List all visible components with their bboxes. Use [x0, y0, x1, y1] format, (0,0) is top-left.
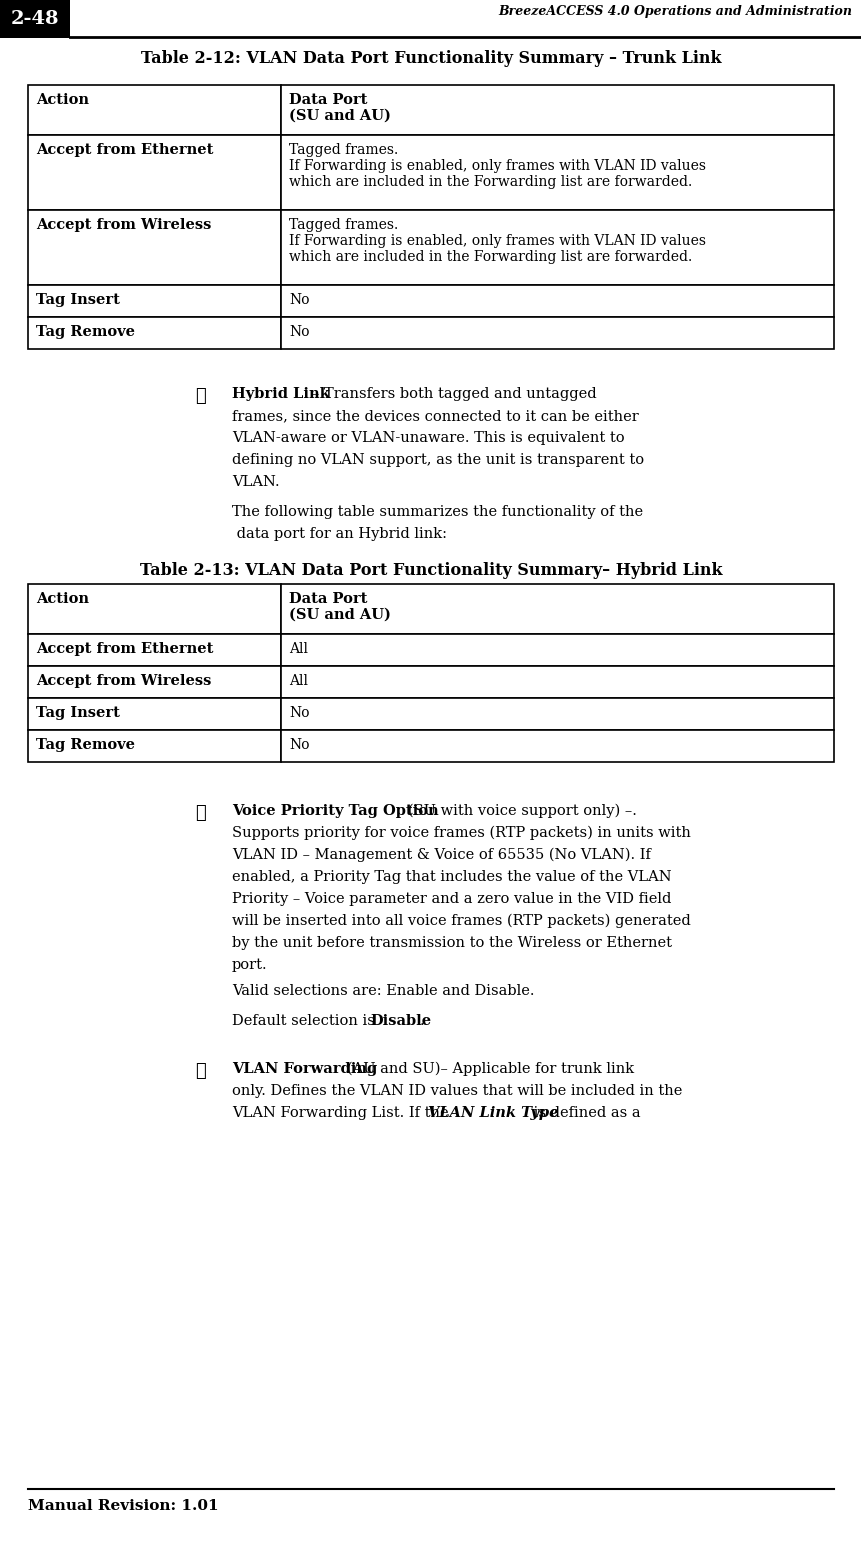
Text: The following table summarizes the functionality of the: The following table summarizes the funct… [232, 504, 642, 518]
Text: Tagged frames.: Tagged frames. [288, 218, 398, 232]
Text: (SU and AU): (SU and AU) [288, 608, 390, 622]
Text: All: All [288, 674, 307, 688]
Text: Accept from Ethernet: Accept from Ethernet [36, 142, 214, 156]
Text: No: No [288, 705, 309, 719]
Text: Tag Remove: Tag Remove [36, 325, 135, 339]
Text: Table 2-12: VLAN Data Port Functionality Summary – Trunk Link: Table 2-12: VLAN Data Port Functionality… [140, 50, 721, 67]
Text: data port for an Hybrid link:: data port for an Hybrid link: [232, 528, 447, 541]
Bar [281, 135, 833, 210]
Bar [281, 317, 833, 350]
Text: enabled, a Priority Tag that includes the value of the VLAN: enabled, a Priority Tag that includes th… [232, 869, 671, 883]
Text: Action: Action [36, 93, 89, 107]
Text: VLAN Link Type: VLAN Link Type [428, 1106, 558, 1120]
Bar [28, 634, 281, 667]
Bar [28, 85, 281, 135]
Bar [28, 210, 281, 285]
Text: If Forwarding is enabled, only frames with VLAN ID values: If Forwarding is enabled, only frames wi… [288, 159, 705, 173]
Text: Table 2-13: VLAN Data Port Functionality Summary– Hybrid Link: Table 2-13: VLAN Data Port Functionality… [139, 562, 722, 579]
Text: (AU and SU)– Applicable for trunk link: (AU and SU)– Applicable for trunk link [347, 1061, 634, 1077]
Bar [281, 585, 833, 634]
Bar [28, 317, 281, 350]
Text: Accept from Wireless: Accept from Wireless [36, 674, 211, 688]
Text: VLAN ID – Management & Voice of 65535 (No VLAN). If: VLAN ID – Management & Voice of 65535 (N… [232, 848, 650, 862]
Text: BreezeACCESS 4.0 Operations and Administration: BreezeACCESS 4.0 Operations and Administ… [498, 5, 851, 19]
Text: ❖: ❖ [195, 804, 206, 821]
Text: port.: port. [232, 958, 267, 972]
Text: No: No [288, 325, 309, 339]
Text: VLAN-aware or VLAN-unaware. This is equivalent to: VLAN-aware or VLAN-unaware. This is equi… [232, 432, 624, 446]
Text: Voice Priority Tag Option: Voice Priority Tag Option [232, 804, 438, 818]
Text: No: No [288, 738, 309, 752]
Text: Tag Remove: Tag Remove [36, 738, 135, 752]
Text: VLAN Forwarding List. If the: VLAN Forwarding List. If the [232, 1106, 453, 1120]
Bar [28, 730, 281, 763]
Bar [28, 698, 281, 730]
Text: Data Port: Data Port [288, 593, 367, 606]
Bar [281, 285, 833, 317]
Text: Manual Revision: 1.01: Manual Revision: 1.01 [28, 1499, 219, 1513]
Text: VLAN Forwarding: VLAN Forwarding [232, 1061, 377, 1077]
Text: Accept from Ethernet: Accept from Ethernet [36, 642, 214, 656]
Bar [0, 0, 70, 39]
Text: Tag Insert: Tag Insert [36, 705, 120, 719]
Bar [281, 634, 833, 667]
Bar [281, 85, 833, 135]
Text: All: All [288, 642, 307, 656]
Text: .: . [419, 1013, 424, 1029]
Text: is defined as a: is defined as a [529, 1106, 640, 1120]
Text: Default selection is: Default selection is [232, 1013, 379, 1029]
Bar [28, 135, 281, 210]
Text: – Transfers both tagged and untagged: – Transfers both tagged and untagged [312, 387, 596, 401]
Text: If Forwarding is enabled, only frames with VLAN ID values: If Forwarding is enabled, only frames wi… [288, 234, 705, 248]
Bar [281, 667, 833, 698]
Text: frames, since the devices connected to it can be either: frames, since the devices connected to i… [232, 408, 638, 422]
Text: by the unit before transmission to the Wireless or Ethernet: by the unit before transmission to the W… [232, 936, 672, 950]
Bar [281, 210, 833, 285]
Bar [281, 698, 833, 730]
Text: Tag Insert: Tag Insert [36, 292, 120, 306]
Bar [28, 667, 281, 698]
Text: ❖: ❖ [195, 1061, 206, 1080]
Text: Accept from Wireless: Accept from Wireless [36, 218, 211, 232]
Text: Valid selections are: Enable and Disable.: Valid selections are: Enable and Disable… [232, 984, 534, 998]
Text: will be inserted into all voice frames (RTP packets) generated: will be inserted into all voice frames (… [232, 914, 690, 928]
Text: Supports priority for voice frames (RTP packets) in units with: Supports priority for voice frames (RTP … [232, 826, 690, 840]
Text: Action: Action [36, 593, 89, 606]
Bar [281, 730, 833, 763]
Text: Hybrid Link: Hybrid Link [232, 387, 330, 401]
Text: which are included in the Forwarding list are forwarded.: which are included in the Forwarding lis… [288, 251, 691, 265]
Text: defining no VLAN support, as the unit is transparent to: defining no VLAN support, as the unit is… [232, 453, 643, 467]
Bar [28, 285, 281, 317]
Text: Priority – Voice parameter and a zero value in the VID field: Priority – Voice parameter and a zero va… [232, 893, 671, 907]
Text: (SU and AU): (SU and AU) [288, 108, 390, 124]
Text: Tagged frames.: Tagged frames. [288, 142, 398, 156]
Text: (SU with voice support only) –.: (SU with voice support only) –. [407, 804, 636, 818]
Text: 2-48: 2-48 [10, 9, 59, 28]
Bar [28, 585, 281, 634]
Text: ❖: ❖ [195, 387, 206, 405]
Text: Data Port: Data Port [288, 93, 367, 107]
Text: VLAN.: VLAN. [232, 475, 279, 489]
Text: which are included in the Forwarding list are forwarded.: which are included in the Forwarding lis… [288, 175, 691, 189]
Text: only. Defines the VLAN ID values that will be included in the: only. Defines the VLAN ID values that wi… [232, 1084, 682, 1098]
Text: Disable: Disable [369, 1013, 430, 1029]
Text: No: No [288, 292, 309, 306]
